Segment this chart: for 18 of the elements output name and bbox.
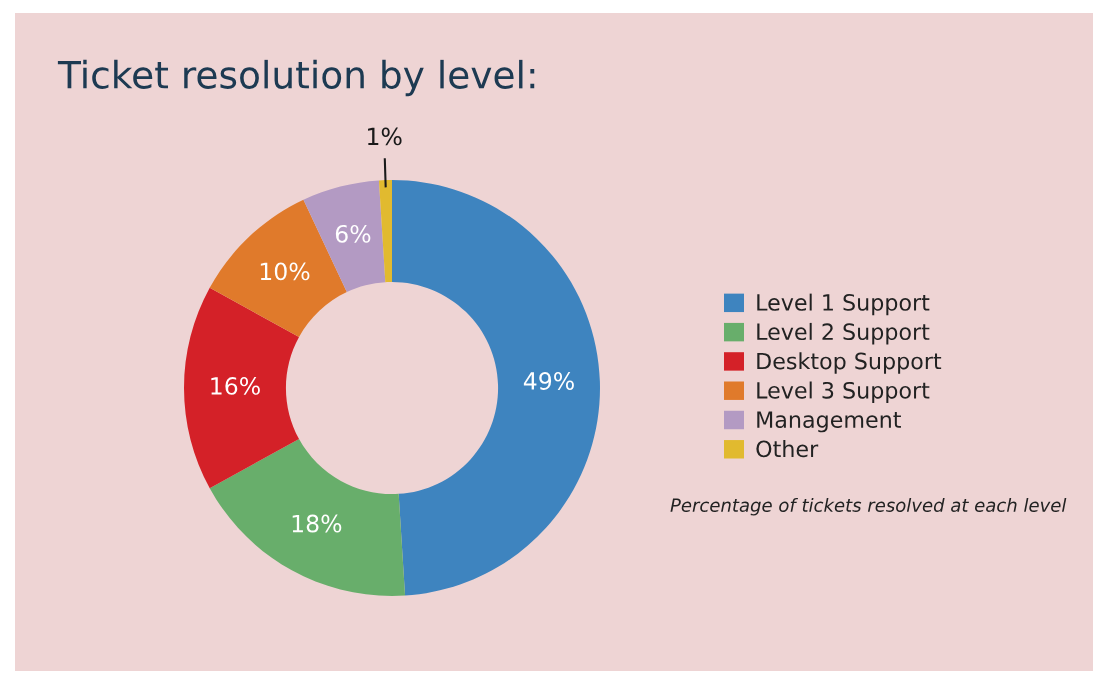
data-label: 49%	[523, 372, 574, 390]
text: Percentage of tickets resolved at each level	[670, 498, 1067, 516]
legend-label: Level 1 Support	[757, 293, 930, 316]
donut-slice	[209, 439, 406, 596]
legend-label: Level 3 Support	[757, 381, 930, 403]
data-label: 6%	[335, 224, 371, 243]
data-label: 18%	[292, 514, 342, 533]
donut-slice	[378, 180, 392, 283]
legend-label: Level 2 Support	[757, 322, 930, 345]
donut-slice	[184, 287, 300, 489]
legend-label: Other	[756, 440, 819, 458]
legend-label: Management	[757, 411, 901, 433]
data-label: 10%	[260, 262, 310, 281]
data-label: 1%	[368, 127, 402, 146]
donut-slice	[392, 180, 600, 596]
legend-label: Desktop Support	[757, 352, 942, 374]
data-label: 16%	[211, 376, 260, 395]
chart-title: Ticket resolution by level:	[57, 59, 535, 97]
